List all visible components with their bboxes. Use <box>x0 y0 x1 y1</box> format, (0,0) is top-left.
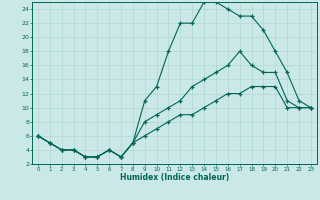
X-axis label: Humidex (Indice chaleur): Humidex (Indice chaleur) <box>120 173 229 182</box>
